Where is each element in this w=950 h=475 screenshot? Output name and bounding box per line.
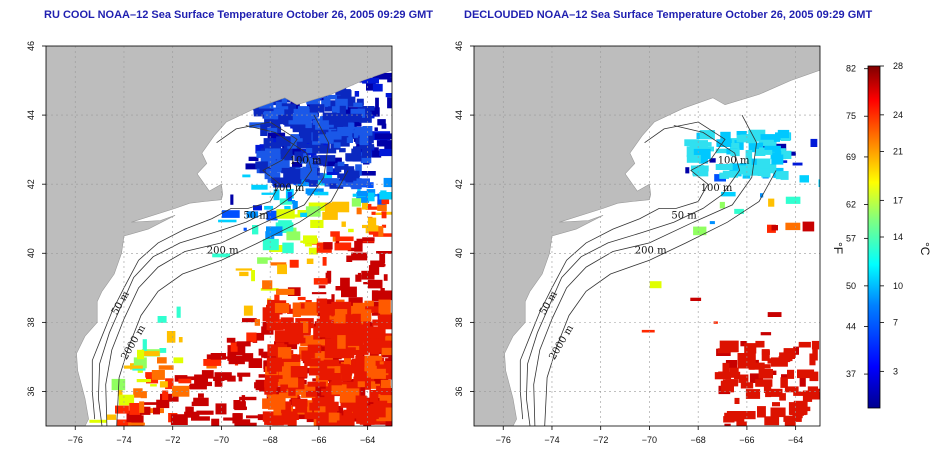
longitude-tick-label: −70 — [642, 435, 657, 445]
latitude-tick-label: 38 — [454, 317, 464, 327]
celsius-tick-label: 21 — [893, 147, 903, 157]
fahrenheit-unit-label: °F — [831, 242, 845, 254]
depth-contour-line — [105, 114, 330, 426]
celsius-tick-label: 24 — [893, 110, 903, 120]
celsius-tick-label: 14 — [893, 232, 903, 242]
longitude-tick-label: −66 — [311, 435, 326, 445]
contour-depth-label: 50 m — [243, 211, 269, 222]
longitude-tick-label: −68 — [263, 435, 278, 445]
depth-contour-line — [519, 121, 726, 420]
celsius-tick-label: 3 — [893, 366, 898, 376]
latitude-tick-label: 40 — [454, 248, 464, 258]
sst-patches — [641, 79, 820, 426]
longitude-tick-label: −74 — [116, 435, 131, 445]
depth-contour-line — [116, 170, 349, 426]
depth-contour-line — [533, 114, 758, 426]
fahrenheit-tick-label: 69 — [846, 152, 856, 162]
latitude-tick-label: 36 — [454, 386, 464, 396]
depth-contour-line — [91, 121, 298, 420]
longitude-tick-label: −72 — [593, 435, 608, 445]
celsius-unit-label: °C — [918, 242, 932, 256]
latitude-tick-label: 42 — [26, 179, 36, 189]
right-map-title: DECLOUDED NOAA–12 Sea Surface Temperatur… — [464, 9, 873, 21]
latitude-tick-label: 36 — [26, 386, 36, 396]
contour-depth-label: 100 m — [290, 156, 322, 167]
left-map-title: RU COOL NOAA–12 Sea Surface Temperature … — [44, 9, 434, 21]
depth-contour-line — [544, 170, 777, 426]
latitude-tick-label: 40 — [26, 248, 36, 258]
latitude-tick-label: 46 — [26, 41, 36, 51]
latitude-tick-label: 38 — [26, 317, 36, 327]
map-frame — [473, 45, 821, 427]
contour-depth-label: 100 m — [718, 156, 750, 167]
longitude-tick-label: −74 — [544, 435, 559, 445]
fahrenheit-tick-label: 62 — [846, 199, 856, 209]
contour-depth-label: 200 m — [635, 245, 667, 256]
celsius-tick-label: 17 — [893, 195, 903, 205]
contour-depth-label: 100 m — [701, 183, 733, 194]
fahrenheit-tick-label: 44 — [846, 322, 856, 332]
fahrenheit-tick-label: 57 — [846, 233, 856, 243]
latitude-tick-label: 44 — [26, 110, 36, 120]
fahrenheit-tick-label: 82 — [846, 64, 856, 74]
latitude-tick-label: 46 — [454, 41, 464, 51]
contour-depth-label: 50 m — [671, 211, 697, 222]
colorbar-ramp — [867, 65, 881, 409]
latitude-tick-label: 44 — [454, 110, 464, 120]
map-frame — [45, 45, 393, 427]
fahrenheit-tick-label: 50 — [846, 281, 856, 291]
celsius-tick-label: 28 — [893, 61, 903, 71]
longitude-tick-label: −70 — [214, 435, 229, 445]
depth-contour-line — [97, 125, 313, 426]
longitude-tick-label: −66 — [739, 435, 754, 445]
graticule — [474, 46, 820, 426]
bathymetry-contours — [91, 114, 349, 426]
land-mass — [474, 46, 820, 426]
land-mass — [46, 46, 392, 426]
longitude-tick-label: −76 — [68, 435, 83, 445]
longitude-tick-label: −68 — [691, 435, 706, 445]
bathymetry-contours — [519, 114, 777, 426]
depth-contour-line — [525, 125, 741, 426]
fahrenheit-tick-label: 75 — [846, 111, 856, 121]
contour-depth-label: 100 m — [273, 183, 305, 194]
temperature-colorbar: 28 24 21 17 14 10 7 3 82 75 69 62 57 50 44 37 °F °C — [831, 61, 932, 409]
fahrenheit-tick-label: 37 — [846, 369, 856, 379]
longitude-tick-label: −64 — [788, 435, 803, 445]
longitude-tick-label: −64 — [360, 435, 375, 445]
latitude-tick-label: 42 — [454, 179, 464, 189]
longitude-tick-label: −76 — [496, 435, 511, 445]
celsius-tick-label: 10 — [893, 281, 903, 291]
longitude-tick-label: −72 — [165, 435, 180, 445]
contour-depth-label: 200 m — [207, 245, 239, 256]
celsius-tick-label: 7 — [893, 318, 898, 328]
graticule — [46, 46, 392, 426]
